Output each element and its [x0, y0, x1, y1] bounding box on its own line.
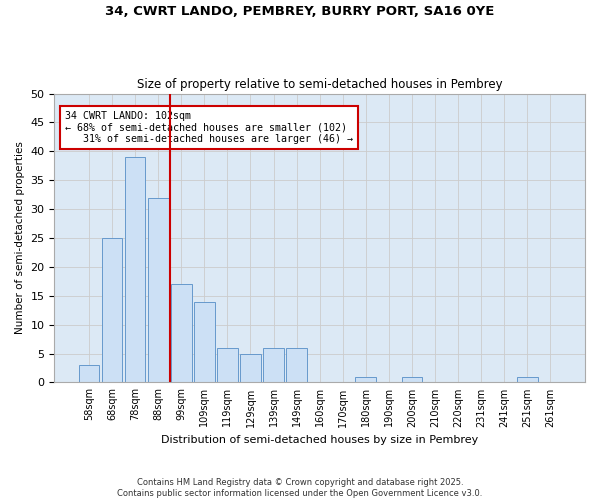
- Bar: [217, 348, 238, 382]
- Text: Contains HM Land Registry data © Crown copyright and database right 2025.
Contai: Contains HM Land Registry data © Crown c…: [118, 478, 482, 498]
- Bar: [125, 157, 145, 382]
- Bar: [286, 348, 307, 382]
- Bar: [171, 284, 191, 382]
- Text: 34 CWRT LANDO: 102sqm
← 68% of semi-detached houses are smaller (102)
   31% of : 34 CWRT LANDO: 102sqm ← 68% of semi-deta…: [65, 111, 353, 144]
- Bar: [401, 376, 422, 382]
- Bar: [263, 348, 284, 382]
- Y-axis label: Number of semi-detached properties: Number of semi-detached properties: [15, 142, 25, 334]
- Bar: [79, 365, 99, 382]
- Bar: [517, 376, 538, 382]
- Bar: [194, 302, 215, 382]
- Bar: [101, 238, 122, 382]
- X-axis label: Distribution of semi-detached houses by size in Pembrey: Distribution of semi-detached houses by …: [161, 435, 478, 445]
- Text: 34, CWRT LANDO, PEMBREY, BURRY PORT, SA16 0YE: 34, CWRT LANDO, PEMBREY, BURRY PORT, SA1…: [106, 5, 494, 18]
- Title: Size of property relative to semi-detached houses in Pembrey: Size of property relative to semi-detach…: [137, 78, 503, 91]
- Bar: [148, 198, 169, 382]
- Bar: [240, 354, 261, 382]
- Bar: [355, 376, 376, 382]
